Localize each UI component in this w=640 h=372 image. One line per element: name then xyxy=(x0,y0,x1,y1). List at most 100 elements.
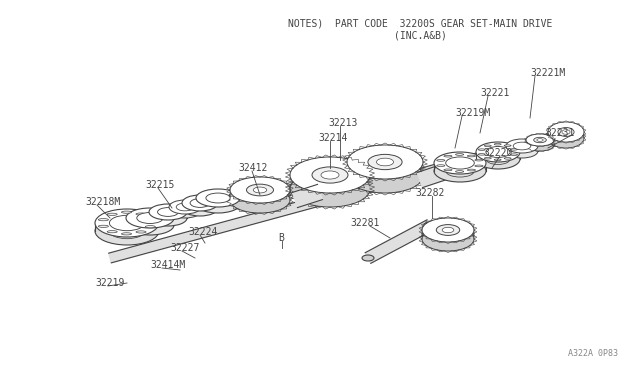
Text: NOTES)  PART CODE  32200S GEAR SET-MAIN DRIVE: NOTES) PART CODE 32200S GEAR SET-MAIN DR… xyxy=(288,18,552,28)
Ellipse shape xyxy=(422,227,474,251)
Ellipse shape xyxy=(95,217,159,245)
Ellipse shape xyxy=(230,177,290,203)
Ellipse shape xyxy=(424,222,436,228)
Text: 32218M: 32218M xyxy=(85,197,120,207)
Ellipse shape xyxy=(149,210,187,226)
Ellipse shape xyxy=(190,199,210,208)
Ellipse shape xyxy=(246,184,273,196)
Ellipse shape xyxy=(484,157,492,159)
Text: 32219M: 32219M xyxy=(455,108,490,118)
Text: 32282: 32282 xyxy=(415,188,444,198)
Ellipse shape xyxy=(504,145,511,147)
Ellipse shape xyxy=(559,130,561,132)
Ellipse shape xyxy=(253,187,267,193)
Ellipse shape xyxy=(321,171,339,179)
Ellipse shape xyxy=(347,159,423,193)
Ellipse shape xyxy=(145,225,156,228)
Ellipse shape xyxy=(564,135,568,137)
Ellipse shape xyxy=(506,139,538,153)
Ellipse shape xyxy=(122,211,132,213)
Ellipse shape xyxy=(564,125,568,127)
Ellipse shape xyxy=(511,148,518,150)
Ellipse shape xyxy=(99,219,108,221)
Ellipse shape xyxy=(467,155,476,157)
Ellipse shape xyxy=(126,208,174,228)
Ellipse shape xyxy=(445,165,474,177)
Ellipse shape xyxy=(570,125,573,127)
Ellipse shape xyxy=(552,130,556,132)
Polygon shape xyxy=(109,125,581,263)
Ellipse shape xyxy=(494,144,501,145)
Ellipse shape xyxy=(486,154,510,164)
Ellipse shape xyxy=(559,125,561,127)
Ellipse shape xyxy=(456,154,464,155)
Text: 32224: 32224 xyxy=(188,227,218,237)
Ellipse shape xyxy=(559,135,561,137)
Ellipse shape xyxy=(445,157,474,169)
Text: 32231: 32231 xyxy=(545,128,574,138)
Ellipse shape xyxy=(182,200,218,216)
Ellipse shape xyxy=(577,125,579,127)
Ellipse shape xyxy=(478,149,485,150)
Ellipse shape xyxy=(196,189,240,207)
Ellipse shape xyxy=(436,225,460,235)
Ellipse shape xyxy=(548,122,584,142)
Ellipse shape xyxy=(136,231,146,233)
Ellipse shape xyxy=(564,130,568,132)
Polygon shape xyxy=(417,163,452,187)
Ellipse shape xyxy=(376,158,394,166)
Ellipse shape xyxy=(552,135,556,137)
Ellipse shape xyxy=(157,208,179,217)
Ellipse shape xyxy=(475,159,483,161)
Ellipse shape xyxy=(107,231,117,233)
Ellipse shape xyxy=(434,160,486,182)
Ellipse shape xyxy=(99,225,108,227)
Ellipse shape xyxy=(577,130,579,132)
Ellipse shape xyxy=(137,212,163,224)
Text: A322A 0P83: A322A 0P83 xyxy=(568,349,618,358)
Ellipse shape xyxy=(494,159,501,161)
Text: 32213: 32213 xyxy=(328,118,357,128)
Ellipse shape xyxy=(475,165,483,167)
Ellipse shape xyxy=(506,144,538,158)
Ellipse shape xyxy=(436,165,445,166)
Ellipse shape xyxy=(290,157,370,193)
Ellipse shape xyxy=(484,145,492,147)
Ellipse shape xyxy=(467,169,476,171)
Ellipse shape xyxy=(526,139,554,151)
Ellipse shape xyxy=(169,204,201,218)
Ellipse shape xyxy=(109,215,145,231)
Ellipse shape xyxy=(196,195,240,213)
Ellipse shape xyxy=(548,128,584,148)
Text: 32221: 32221 xyxy=(480,88,509,98)
Polygon shape xyxy=(292,185,323,208)
Ellipse shape xyxy=(476,149,520,169)
Ellipse shape xyxy=(436,160,445,161)
Ellipse shape xyxy=(562,130,570,134)
Text: 32215: 32215 xyxy=(145,180,174,190)
Ellipse shape xyxy=(136,213,146,215)
Ellipse shape xyxy=(182,195,218,211)
Text: 32412: 32412 xyxy=(238,163,268,173)
Text: 32220: 32220 xyxy=(483,148,513,158)
Ellipse shape xyxy=(444,155,452,157)
Ellipse shape xyxy=(577,135,579,137)
Text: 32227: 32227 xyxy=(170,243,200,253)
Text: 32281: 32281 xyxy=(350,218,380,228)
Ellipse shape xyxy=(368,154,402,170)
Ellipse shape xyxy=(504,158,511,159)
Ellipse shape xyxy=(486,147,510,157)
Ellipse shape xyxy=(362,255,374,261)
Ellipse shape xyxy=(513,142,531,150)
Ellipse shape xyxy=(107,213,117,215)
Ellipse shape xyxy=(526,134,554,146)
Ellipse shape xyxy=(511,154,518,155)
Ellipse shape xyxy=(476,142,520,162)
Ellipse shape xyxy=(145,218,156,220)
Ellipse shape xyxy=(230,187,290,213)
Ellipse shape xyxy=(149,204,187,220)
Ellipse shape xyxy=(347,145,423,179)
Ellipse shape xyxy=(109,223,145,239)
Polygon shape xyxy=(365,220,433,263)
Ellipse shape xyxy=(206,193,230,203)
